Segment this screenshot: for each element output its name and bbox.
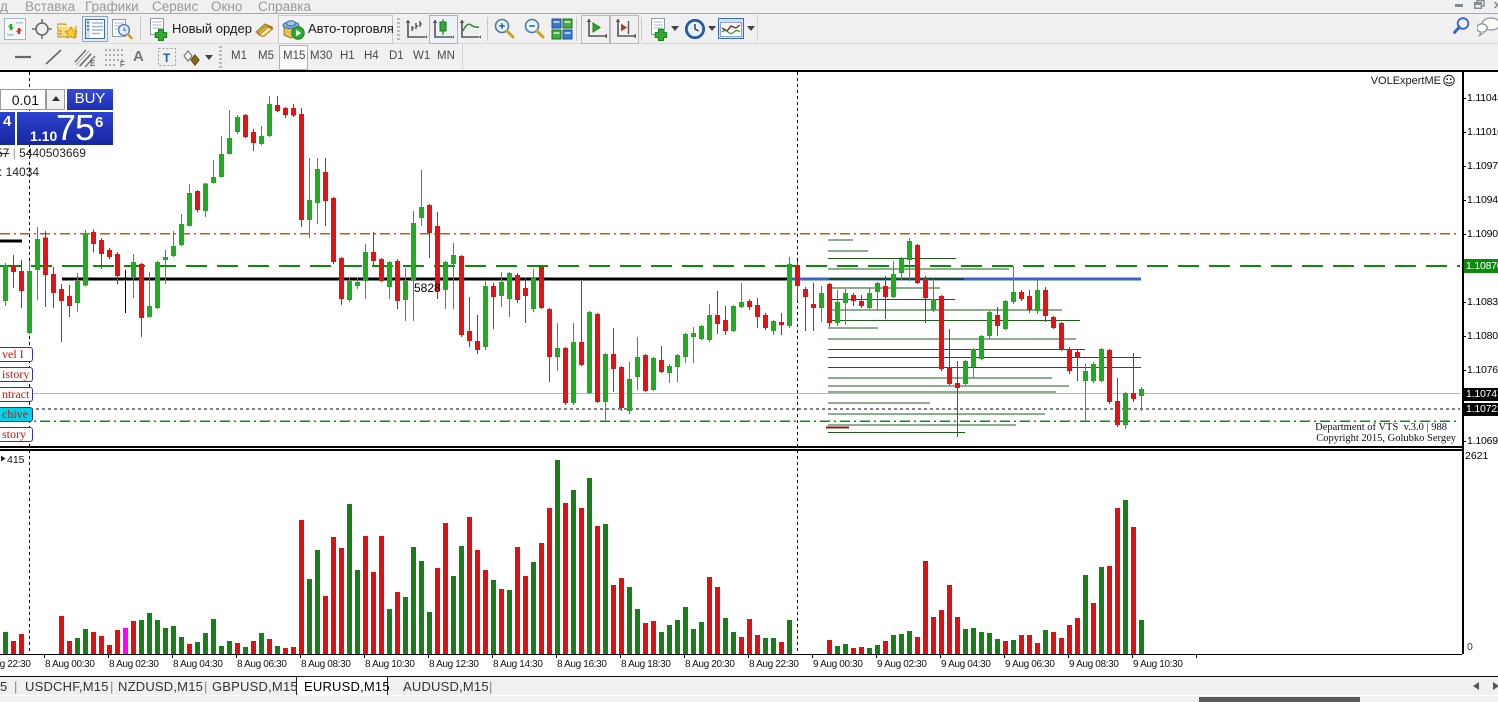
svg-text:T: T [163,51,171,65]
svg-text:8 Aug 00:30: 8 Aug 00:30 [45,659,95,670]
svg-text:7 Aug 22:30: 7 Aug 22:30 [0,659,31,670]
svg-text:8 Aug 18:30: 8 Aug 18:30 [621,659,671,670]
svg-text:VOLExpertME: VOLExpertME [1371,75,1441,87]
svg-text:8 Aug 22:30: 8 Aug 22:30 [749,659,799,670]
svg-text:8 Aug 10:30: 8 Aug 10:30 [365,659,415,670]
svg-text:8 Aug 04:30: 8 Aug 04:30 [173,659,223,670]
svg-text:8 Aug 02:30: 8 Aug 02:30 [109,659,159,670]
svg-text:8 Aug 16:30: 8 Aug 16:30 [557,659,607,670]
svg-text:8 Aug 12:30: 8 Aug 12:30 [429,659,479,670]
svg-text:8 Aug 14:30: 8 Aug 14:30 [493,659,543,670]
svg-text:9 Aug 00:30: 9 Aug 00:30 [813,659,863,670]
svg-text:8 Aug 08:30: 8 Aug 08:30 [301,659,351,670]
svg-text:Department of VTS v.3.0 | 988: Department of VTS v.3.0 | 988 [1315,422,1447,433]
svg-text:8 Aug 20:30: 8 Aug 20:30 [685,659,735,670]
svg-text:415: 415 [7,454,25,466]
svg-text:8 Aug 06:30: 8 Aug 06:30 [237,659,287,670]
svg-text:Copyright 2015, Golubko Sergey: Copyright 2015, Golubko Sergey [1316,433,1457,444]
svg-text:9 Aug 04:30: 9 Aug 04:30 [941,659,991,670]
svg-text:9 Aug 02:30: 9 Aug 02:30 [877,659,927,670]
svg-text:9 Aug 10:30: 9 Aug 10:30 [1133,659,1183,670]
svg-text:E: E [90,59,95,68]
svg-text:9 Aug 06:30: 9 Aug 06:30 [1005,659,1055,670]
svg-text:F: F [120,60,125,68]
svg-text:5828: 5828 [414,281,441,295]
svg-text:9 Aug 08:30: 9 Aug 08:30 [1069,659,1119,670]
